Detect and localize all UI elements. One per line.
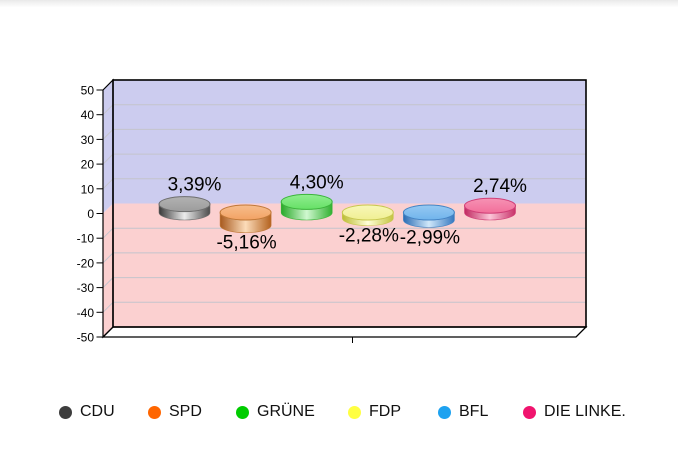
plot-area-negative: [113, 203, 586, 327]
gridline-wall: [102, 277, 114, 288]
gridline-wall: [102, 252, 114, 264]
y-axis-tick-label: -30: [77, 281, 95, 295]
y-axis-tick-label: 30: [81, 133, 95, 147]
gridline-wall: [102, 129, 114, 140]
y-axis-tick-label: -10: [77, 232, 95, 246]
y-axis-tick-label: 40: [81, 108, 95, 122]
disc-top-spd: [219, 204, 272, 221]
y-axis-tick-label: 50: [81, 84, 95, 98]
y-axis-tick-label: 0: [87, 207, 94, 221]
left-wall-negative: [103, 203, 113, 337]
value-label-fdp: -2,28%: [339, 226, 399, 247]
window-top-edge: [0, 0, 678, 7]
y-axis-tick-label: -20: [77, 256, 95, 270]
plot-area-positive: [113, 80, 586, 204]
value-label-bfl: -2,99%: [400, 227, 460, 248]
y-axis-tick-label: -40: [77, 306, 95, 320]
gridline-wall: [102, 227, 114, 239]
gridline-wall: [102, 301, 114, 313]
disc-top-bfl: [402, 204, 455, 221]
gridline-wall: [102, 104, 114, 116]
gridline-wall: [102, 153, 114, 165]
gridline-wall: [102, 178, 114, 190]
disc-top-cdu: [158, 196, 211, 213]
y-axis-tick-label: 10: [81, 182, 95, 196]
value-label-cdu: 3,39%: [168, 175, 222, 196]
chart-floor: [101, 326, 588, 338]
disc-top-gruene: [280, 193, 333, 210]
value-label-spd: -5,16%: [216, 233, 276, 254]
y-axis-tick-label: -50: [77, 331, 95, 345]
y-axis-tick-label: 20: [81, 158, 95, 172]
left-wall-border: [102, 78, 114, 339]
value-label-gruene: 4,30%: [290, 172, 344, 193]
left-wall-positive: [103, 80, 113, 214]
disc-top-die-linke: [464, 197, 516, 214]
disc-top-fdp: [341, 204, 394, 221]
value-label-die-linke: 2,74%: [473, 176, 527, 197]
